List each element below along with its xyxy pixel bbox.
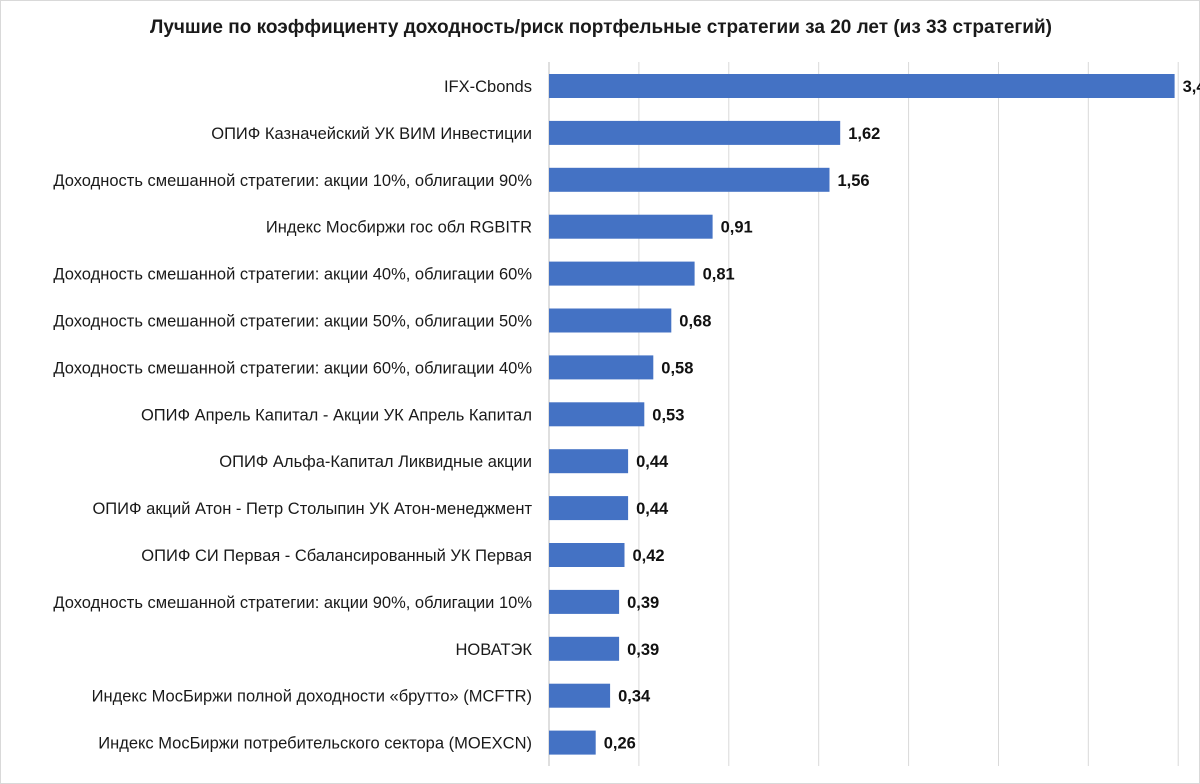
category-label: НОВАТЭК (456, 641, 533, 659)
category-label: ОПИФ Апрель Капитал - Акции УК Апрель Ка… (141, 406, 532, 424)
category-label: Индекс МосБиржи потребительского сектора… (98, 735, 532, 753)
category-label: Индекс МосБиржи полной доходности «брутт… (92, 688, 532, 706)
category-label: Доходность смешанной стратегии: акции 90… (53, 594, 532, 612)
bar (549, 167, 830, 192)
value-label: 0,53 (652, 406, 684, 424)
category-label: ОПИФ Казначейский УК ВИМ Инвестиции (211, 125, 532, 143)
bar (549, 214, 713, 239)
bar (549, 496, 629, 521)
value-label: 0,39 (627, 594, 659, 612)
category-label: Доходность смешанной стратегии: акции 10… (53, 172, 532, 190)
value-label: 0,34 (618, 688, 651, 706)
category-label: Доходность смешанной стратегии: акции 40… (53, 266, 532, 284)
value-label: 0,44 (636, 500, 669, 518)
gridlines (548, 62, 1179, 766)
category-label: ОПИФ Альфа-Капитал Ликвидные акции (219, 453, 532, 471)
bar (549, 589, 620, 614)
bar (549, 120, 841, 145)
bar (549, 543, 625, 567)
category-label: Доходность смешанной стратегии: акции 60… (53, 359, 532, 377)
labels: IFX-Cbonds 3,48 ОПИФ Казначейский УК ВИМ И… (53, 78, 1200, 753)
value-label: 0,39 (627, 641, 659, 659)
bar (549, 730, 596, 755)
chart-title: Лучшие по коэффициенту доходность/риск п… (149, 17, 1052, 38)
value-label: 1,62 (848, 125, 880, 143)
bar (549, 74, 1175, 98)
value-label: 0,91 (721, 219, 753, 237)
category-label: ОПИФ СИ Первая - Сбалансированный УК Пер… (141, 547, 532, 565)
value-label: 0,58 (661, 359, 693, 377)
value-label: 0,81 (703, 266, 735, 284)
bar (549, 355, 654, 380)
bar (549, 683, 611, 708)
bar (549, 308, 672, 333)
bars (549, 74, 1175, 755)
value-label: 0,44 (636, 453, 669, 471)
category-label: Доходность смешанной стратегии: акции 50… (53, 313, 532, 331)
value-label: 1,56 (838, 172, 870, 190)
category-label: IFX-Cbonds (444, 78, 532, 96)
category-label: ОПИФ акций Атон - Петр Столыпин УК Атон-… (92, 500, 532, 518)
bar (549, 636, 620, 661)
value-label: 0,26 (604, 735, 636, 753)
value-label: 0,42 (633, 547, 665, 565)
bar (549, 449, 629, 474)
value-label: 3,48 (1183, 78, 1200, 96)
bar (549, 261, 695, 286)
bar (549, 402, 645, 427)
category-label: Индекс Мосбиржи гос обл RGBITR (266, 219, 532, 237)
value-label: 0,68 (679, 313, 711, 331)
